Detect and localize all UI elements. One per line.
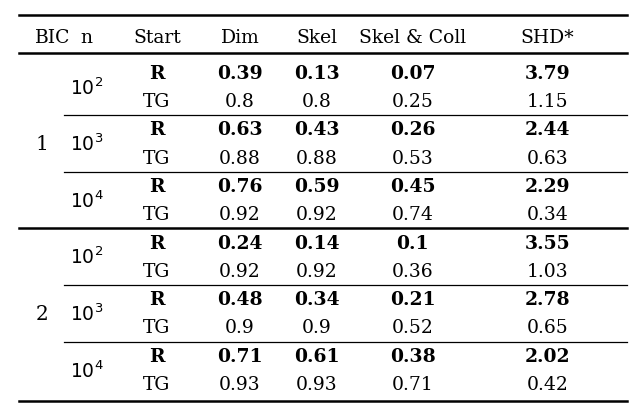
- Text: 0.92: 0.92: [296, 206, 338, 224]
- Text: 2.02: 2.02: [524, 347, 570, 365]
- Text: 0.59: 0.59: [294, 178, 340, 196]
- Text: $10^{3}$: $10^{3}$: [70, 133, 103, 155]
- Text: 0.92: 0.92: [296, 262, 338, 280]
- Text: 0.8: 0.8: [225, 93, 255, 111]
- Text: 0.9: 0.9: [302, 319, 332, 337]
- Text: 0.88: 0.88: [296, 149, 338, 167]
- Text: TG: TG: [143, 149, 170, 167]
- Text: R: R: [149, 178, 164, 196]
- Text: 0.76: 0.76: [217, 178, 263, 196]
- Text: 0.24: 0.24: [217, 234, 263, 252]
- Text: BIC: BIC: [35, 29, 70, 47]
- Text: TG: TG: [143, 262, 170, 280]
- Text: 1: 1: [35, 135, 48, 154]
- Text: 2.78: 2.78: [524, 290, 570, 308]
- Text: 0.63: 0.63: [217, 121, 263, 139]
- Text: $10^{3}$: $10^{3}$: [70, 303, 103, 324]
- Text: 0.39: 0.39: [217, 65, 263, 83]
- Text: SHD*: SHD*: [520, 29, 574, 47]
- Text: 0.36: 0.36: [392, 262, 434, 280]
- Text: 0.93: 0.93: [296, 375, 338, 393]
- Text: TG: TG: [143, 375, 170, 393]
- Text: 0.14: 0.14: [294, 234, 340, 252]
- Text: 0.8: 0.8: [302, 93, 332, 111]
- Text: 0.26: 0.26: [390, 121, 436, 139]
- Text: R: R: [149, 347, 164, 365]
- Text: 0.52: 0.52: [392, 319, 434, 337]
- Text: 0.92: 0.92: [219, 206, 261, 224]
- Text: R: R: [149, 65, 164, 83]
- Text: 0.07: 0.07: [390, 65, 436, 83]
- Text: Skel & Coll: Skel & Coll: [359, 29, 467, 47]
- Text: 2.29: 2.29: [524, 178, 570, 196]
- Text: 0.93: 0.93: [219, 375, 261, 393]
- Text: 3.55: 3.55: [524, 234, 570, 252]
- Text: $10^{4}$: $10^{4}$: [70, 359, 103, 381]
- Text: 0.48: 0.48: [217, 290, 263, 308]
- Text: 0.74: 0.74: [392, 206, 434, 224]
- Text: 0.61: 0.61: [294, 347, 340, 365]
- Text: R: R: [149, 234, 164, 252]
- Text: Skel: Skel: [296, 29, 337, 47]
- Text: 0.13: 0.13: [294, 65, 340, 83]
- Text: 0.9: 0.9: [225, 319, 255, 337]
- Text: 0.42: 0.42: [526, 375, 568, 393]
- Text: n: n: [81, 29, 92, 47]
- Text: 1.03: 1.03: [526, 262, 568, 280]
- Text: $10^{2}$: $10^{2}$: [70, 77, 103, 99]
- Text: 1.15: 1.15: [526, 93, 568, 111]
- Text: 0.38: 0.38: [390, 347, 436, 365]
- Text: 0.34: 0.34: [526, 206, 568, 224]
- Text: $10^{4}$: $10^{4}$: [70, 190, 103, 211]
- Text: TG: TG: [143, 319, 170, 337]
- Text: 2.44: 2.44: [524, 121, 570, 139]
- Text: 0.53: 0.53: [392, 149, 434, 167]
- Text: 0.43: 0.43: [294, 121, 340, 139]
- Text: R: R: [149, 290, 164, 308]
- Text: $10^{2}$: $10^{2}$: [70, 246, 103, 268]
- Text: 0.34: 0.34: [294, 290, 340, 308]
- Text: 0.1: 0.1: [397, 234, 429, 252]
- Text: 2: 2: [35, 304, 48, 323]
- Text: TG: TG: [143, 93, 170, 111]
- Text: Start: Start: [133, 29, 180, 47]
- Text: 0.71: 0.71: [217, 347, 263, 365]
- Text: 0.71: 0.71: [392, 375, 434, 393]
- Text: Dim: Dim: [221, 29, 259, 47]
- Text: 0.92: 0.92: [219, 262, 261, 280]
- Text: 0.88: 0.88: [219, 149, 261, 167]
- Text: 3.79: 3.79: [524, 65, 570, 83]
- Text: R: R: [149, 121, 164, 139]
- Text: 0.65: 0.65: [526, 319, 568, 337]
- Text: 0.21: 0.21: [390, 290, 436, 308]
- Text: 0.63: 0.63: [526, 149, 568, 167]
- Text: 0.45: 0.45: [390, 178, 436, 196]
- Text: 0.25: 0.25: [392, 93, 434, 111]
- Text: TG: TG: [143, 206, 170, 224]
